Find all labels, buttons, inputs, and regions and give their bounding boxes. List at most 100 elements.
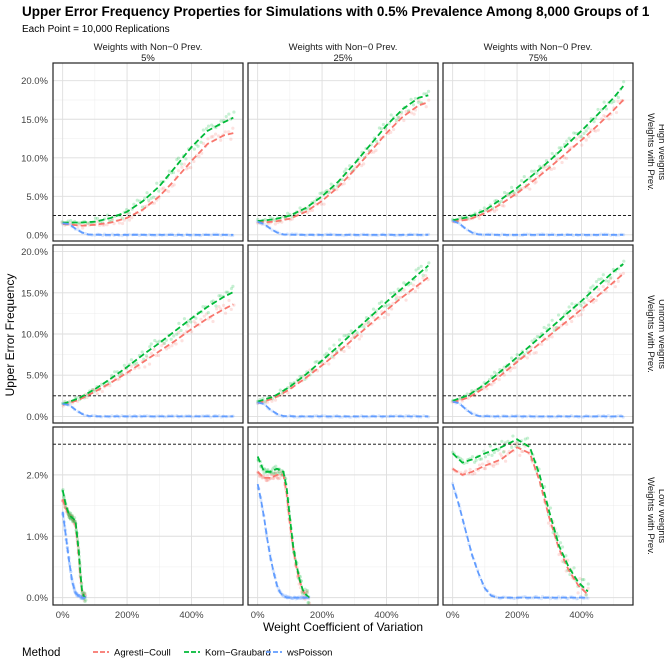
data-point bbox=[129, 358, 133, 362]
data-point bbox=[289, 596, 293, 600]
data-point bbox=[231, 126, 235, 130]
data-point bbox=[273, 222, 277, 226]
data-point bbox=[280, 220, 284, 224]
data-point bbox=[92, 387, 96, 392]
data-point bbox=[185, 167, 189, 171]
facet-panel bbox=[442, 244, 634, 424]
data-point bbox=[497, 201, 502, 205]
data-point bbox=[548, 506, 553, 510]
data-point bbox=[424, 105, 428, 109]
data-point bbox=[616, 95, 620, 100]
data-point bbox=[277, 470, 281, 474]
data-point bbox=[616, 99, 620, 103]
data-point bbox=[271, 467, 275, 471]
data-point bbox=[502, 449, 506, 454]
data-point bbox=[303, 587, 307, 591]
data-point bbox=[68, 403, 72, 407]
data-point bbox=[381, 122, 385, 127]
data-point bbox=[277, 232, 282, 236]
data-point bbox=[480, 462, 485, 466]
data-point bbox=[386, 313, 391, 317]
data-point bbox=[344, 334, 349, 338]
data-point bbox=[482, 206, 486, 210]
data-point bbox=[323, 353, 327, 357]
data-point bbox=[182, 415, 186, 419]
data-point bbox=[576, 314, 580, 318]
data-point bbox=[298, 206, 302, 210]
panel-border bbox=[442, 244, 634, 424]
data-point bbox=[492, 370, 497, 374]
data-point bbox=[470, 472, 475, 476]
data-point bbox=[290, 214, 294, 219]
data-point bbox=[67, 561, 72, 566]
data-point bbox=[508, 369, 512, 373]
data-point bbox=[394, 118, 398, 122]
data-point bbox=[359, 232, 363, 237]
data-point bbox=[78, 594, 83, 599]
data-point bbox=[594, 129, 598, 133]
data-point bbox=[143, 365, 147, 369]
data-point bbox=[192, 159, 196, 164]
data-point bbox=[194, 321, 198, 325]
data-point bbox=[473, 412, 477, 416]
data-point bbox=[67, 512, 71, 517]
data-point bbox=[413, 289, 417, 293]
data-point bbox=[584, 129, 588, 133]
data-point bbox=[377, 126, 382, 130]
data-point bbox=[277, 470, 282, 474]
data-point bbox=[72, 520, 76, 524]
data-point bbox=[411, 283, 416, 287]
data-point bbox=[143, 196, 147, 201]
data-point bbox=[560, 160, 564, 165]
data-point bbox=[223, 311, 228, 315]
data-point bbox=[409, 97, 413, 101]
data-point bbox=[156, 353, 161, 358]
data-point bbox=[342, 182, 346, 186]
data-point bbox=[609, 276, 613, 280]
data-point bbox=[465, 392, 469, 396]
data-point bbox=[229, 307, 233, 311]
data-point bbox=[305, 414, 309, 419]
data-point bbox=[528, 187, 532, 191]
data-point bbox=[337, 345, 342, 350]
data-point bbox=[275, 475, 279, 480]
column-facet-label: 25% bbox=[333, 53, 353, 64]
data-point bbox=[342, 334, 346, 338]
data-point bbox=[604, 107, 609, 111]
data-point bbox=[318, 191, 322, 195]
data-point bbox=[567, 136, 571, 140]
data-point bbox=[502, 204, 506, 208]
data-point bbox=[500, 454, 504, 458]
panel-border bbox=[247, 244, 439, 424]
data-point bbox=[215, 307, 219, 311]
data-point bbox=[137, 233, 142, 238]
data-point bbox=[278, 476, 282, 480]
data-point bbox=[488, 444, 492, 448]
data-point bbox=[362, 325, 366, 329]
data-point bbox=[520, 449, 524, 454]
data-point bbox=[328, 347, 332, 351]
data-point bbox=[148, 345, 152, 349]
data-point bbox=[495, 372, 499, 376]
data-point bbox=[550, 151, 554, 156]
data-point bbox=[273, 471, 277, 475]
panel-border bbox=[247, 426, 439, 606]
data-point bbox=[194, 316, 198, 320]
y-tick-label: 15.0% bbox=[21, 115, 48, 126]
data-point bbox=[500, 204, 504, 208]
y-tick-label: 0.0% bbox=[26, 593, 48, 604]
data-point bbox=[149, 196, 153, 200]
data-point bbox=[510, 445, 514, 449]
data-point bbox=[525, 356, 529, 360]
data-point bbox=[396, 115, 400, 119]
data-point bbox=[127, 218, 132, 222]
data-point bbox=[582, 577, 586, 582]
data-point bbox=[277, 413, 282, 417]
data-point bbox=[227, 112, 231, 116]
data-point bbox=[557, 552, 561, 557]
data-point bbox=[473, 460, 477, 464]
data-point bbox=[206, 317, 210, 321]
data-point bbox=[105, 223, 109, 227]
data-point bbox=[504, 595, 508, 599]
panel-border bbox=[52, 244, 244, 424]
